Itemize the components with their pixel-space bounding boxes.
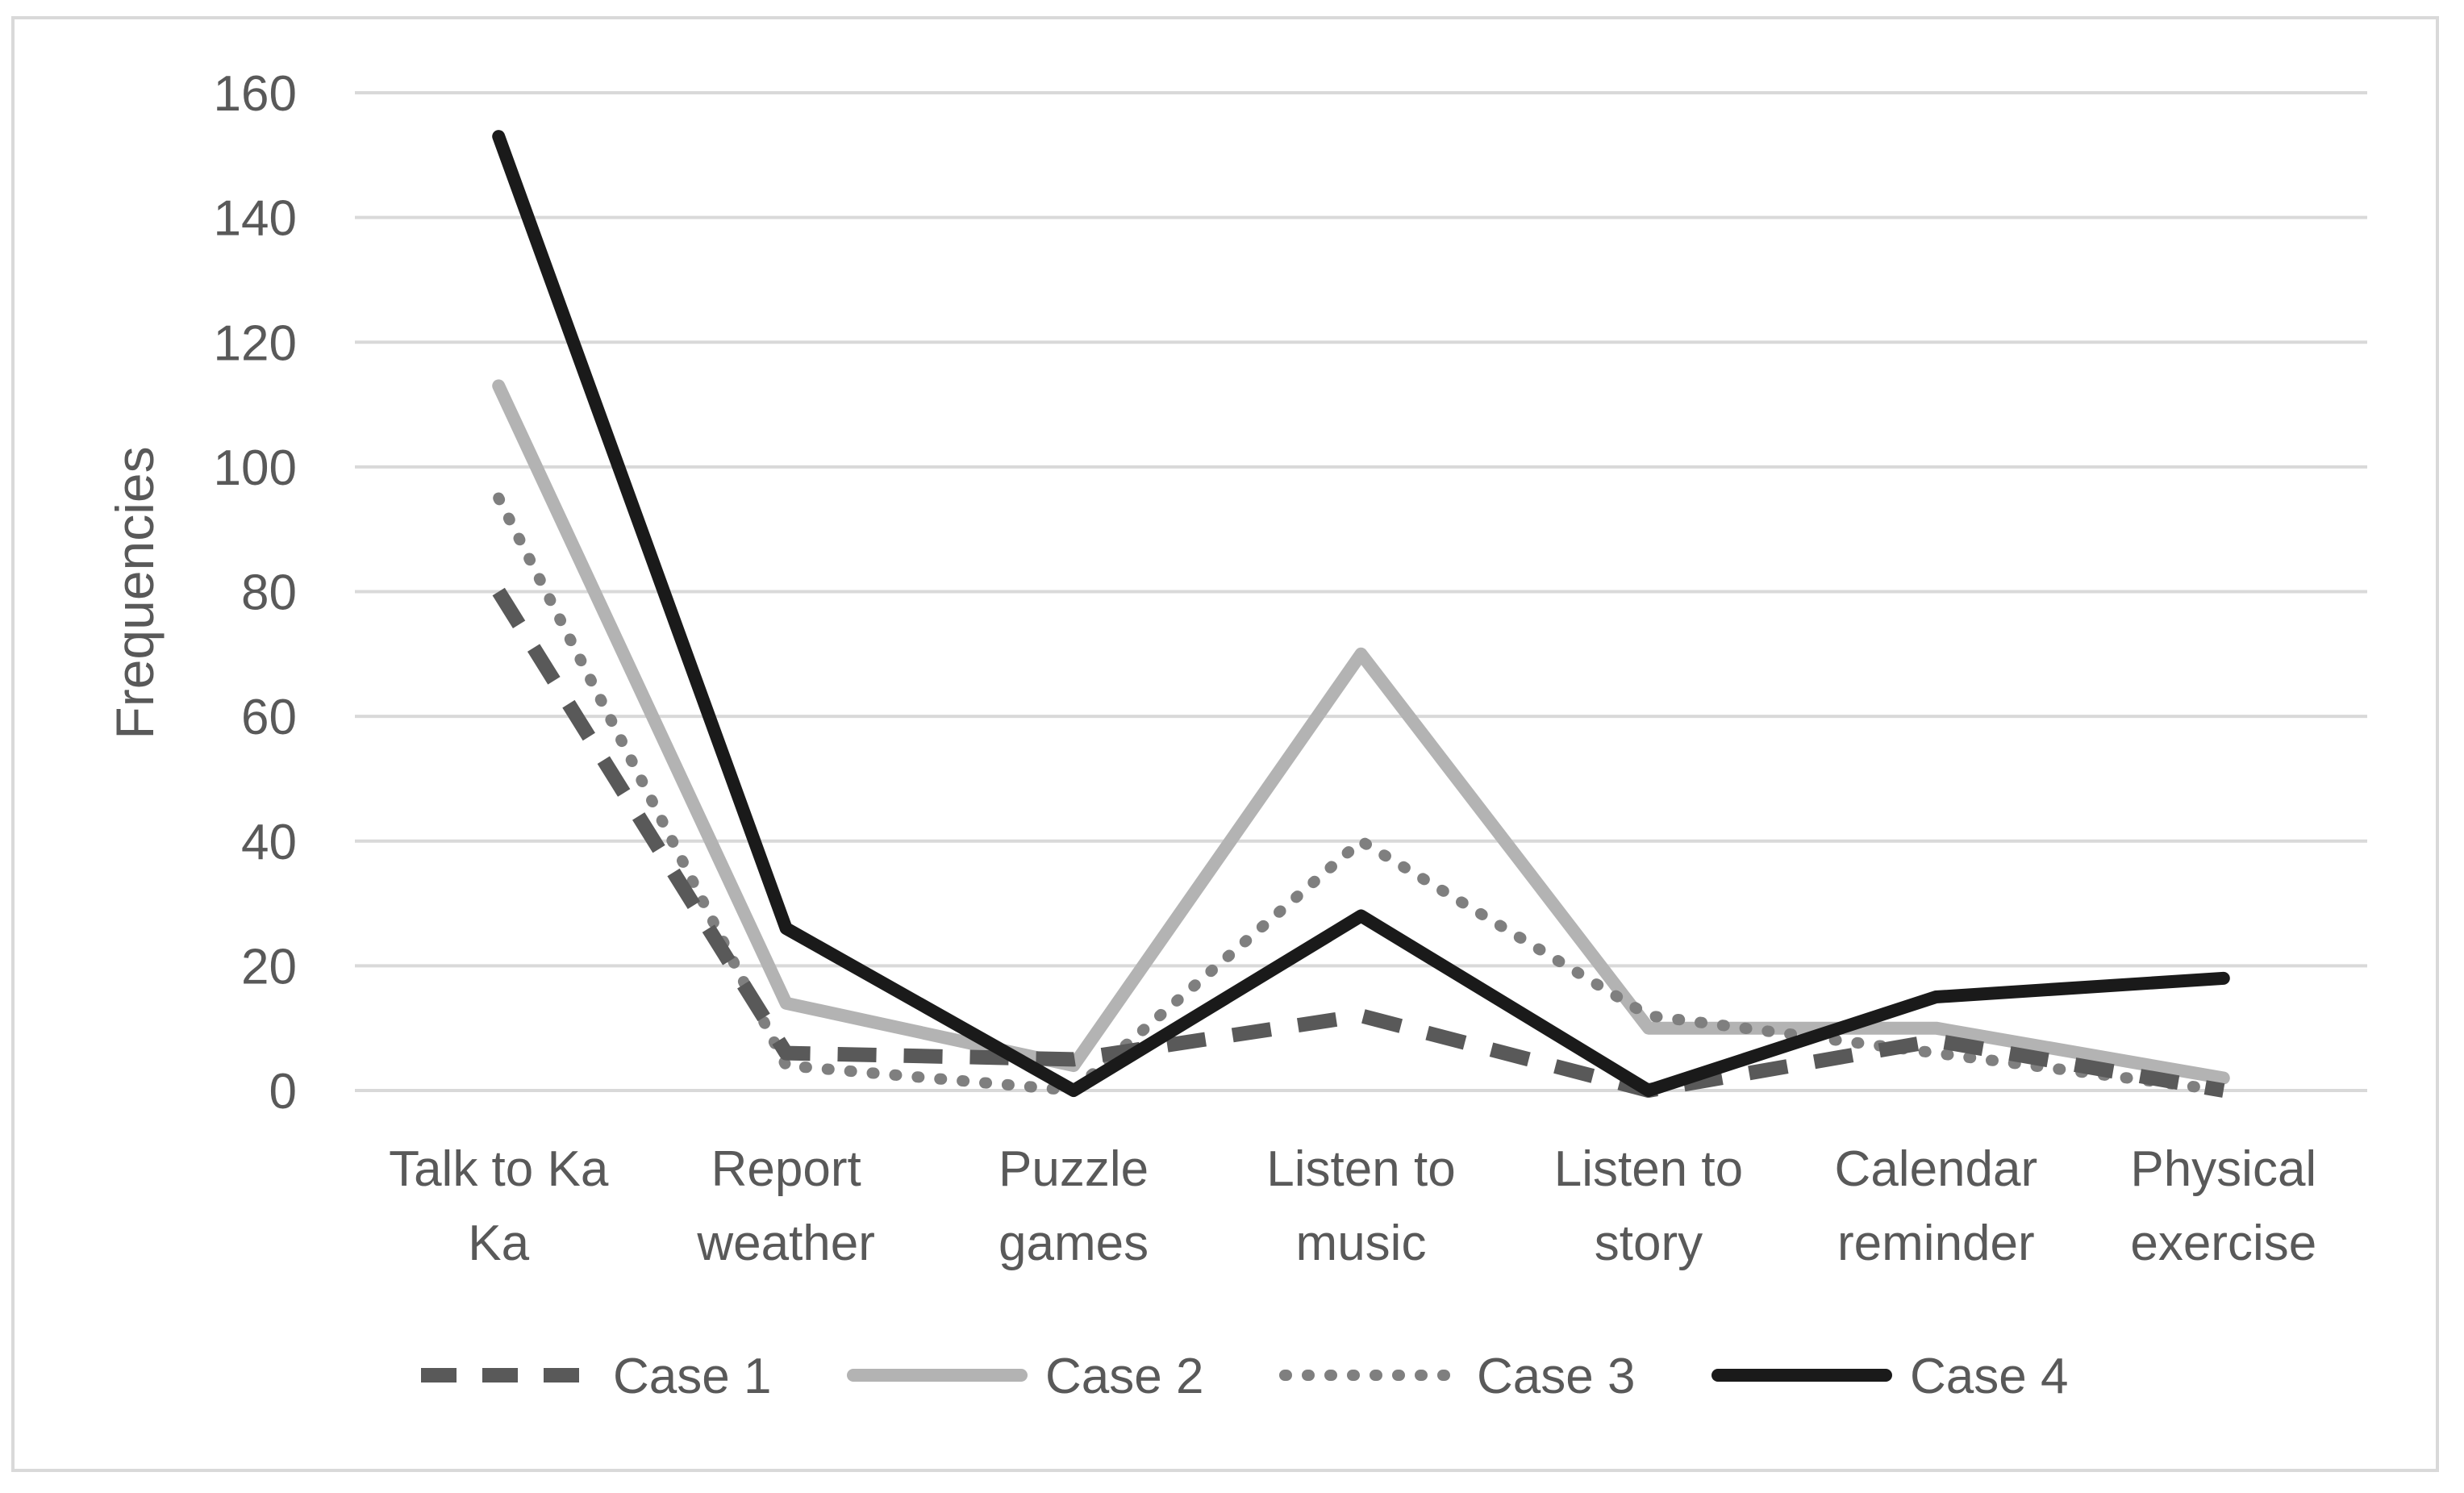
y-tick-label: 0: [269, 1064, 297, 1120]
x-tick-label: Ka: [468, 1216, 529, 1271]
y-tick-label: 120: [214, 315, 297, 371]
x-tick-label: music: [1296, 1216, 1427, 1271]
y-tick-label: 80: [241, 565, 297, 621]
x-tick-label: reminder: [1837, 1216, 2035, 1271]
x-tick-label: Talk to Ka: [389, 1141, 609, 1197]
legend: Case 1 Case 2 Case 3 Case 4: [421, 1349, 2068, 1404]
series-line-case-1: [492, 587, 2225, 1098]
gridlines: [355, 91, 2367, 1092]
y-axis-title: Frequencies: [105, 446, 165, 739]
chart-frame: [11, 16, 2439, 1472]
series-lines: [492, 130, 2230, 1098]
y-tick-label: 40: [241, 815, 297, 870]
legend-item: Case 2: [847, 1349, 1203, 1404]
legend-item: Case 1: [421, 1349, 771, 1404]
y-tick-label: 160: [214, 66, 297, 122]
legend-label: Case 3: [1477, 1349, 1635, 1404]
x-tick-label: exercise: [2130, 1216, 2316, 1271]
legend-item: Case 4: [1711, 1349, 2068, 1404]
legend-label: Case 2: [1045, 1349, 1203, 1404]
y-axis-ticks: 0 20 40 60 80 100 120 140 160: [214, 66, 297, 1120]
x-axis-ticks: Talk to Ka Ka Report weather Puzzle games List…: [389, 1141, 2316, 1271]
x-tick-label: Calendar: [1835, 1141, 2038, 1197]
x-tick-label: Report: [711, 1141, 861, 1197]
legend-label: Case 4: [1910, 1349, 2068, 1404]
series-line-case-4: [492, 130, 2230, 1097]
x-tick-label: Puzzle: [999, 1141, 1149, 1197]
x-tick-label: Listen to: [1266, 1141, 1455, 1197]
x-tick-label: Physical: [2130, 1141, 2316, 1197]
x-tick-label: games: [999, 1216, 1149, 1271]
x-tick-label: Listen to: [1554, 1141, 1743, 1197]
x-tick-label: weather: [696, 1216, 875, 1271]
series-line-case-2: [492, 379, 2230, 1085]
y-tick-label: 20: [241, 939, 297, 995]
x-tick-label: story: [1595, 1216, 1703, 1271]
series-line-case-3: [493, 492, 2229, 1096]
y-tick-label: 140: [214, 191, 297, 247]
legend-item: Case 3: [1279, 1349, 1635, 1404]
y-tick-label: 100: [214, 440, 297, 496]
y-tick-label: 60: [241, 690, 297, 745]
legend-label: Case 1: [613, 1349, 771, 1404]
